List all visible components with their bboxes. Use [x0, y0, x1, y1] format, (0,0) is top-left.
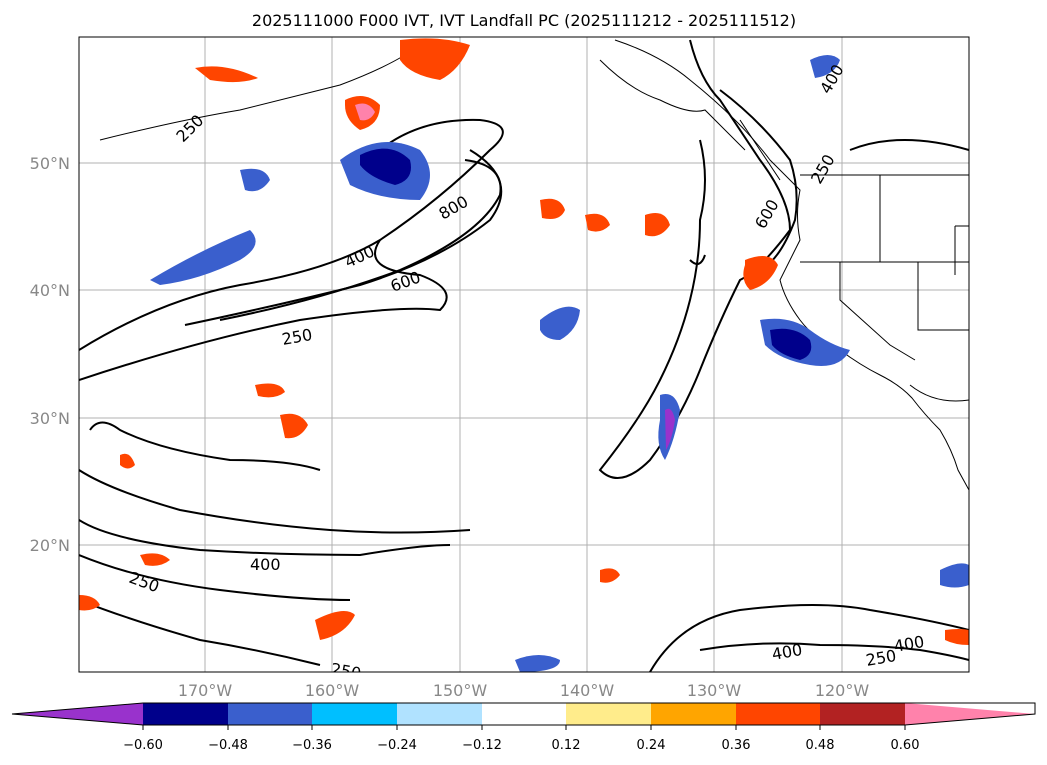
colorbar: −0.60 −0.48 −0.36 −0.24 −0.12 0.12 0.24 …: [11, 702, 1036, 753]
contour-label: 400: [55, 115, 86, 134]
colorbar-tick-label: −0.48: [208, 738, 248, 753]
map-panel: 250 400 600 800 250 400 600 250 400 250 …: [55, 36, 970, 683]
colorbar-tick-label: −0.12: [462, 738, 502, 753]
map-frame: [78, 36, 970, 673]
colorbar-tick-label: 0.24: [637, 738, 666, 753]
colorbar-tick-label: −0.60: [123, 738, 163, 753]
colorbar-tick-label: 0.48: [806, 738, 835, 753]
pc-filled-regions: [79, 38, 969, 672]
figure-title: 2025111000 F000 IVT, IVT Landfall PC (20…: [252, 11, 796, 30]
latitude-labels: 50°N 40°N 30°N 20°N: [30, 154, 70, 555]
lon-tick: 150°W: [433, 681, 488, 700]
colorbar-swatch: [566, 703, 651, 725]
colorbar-tick-label: −0.36: [292, 738, 332, 753]
colorbar-tick-label: 0.36: [722, 738, 751, 753]
colorbar-swatch: [651, 703, 736, 725]
contour-label: 400: [250, 555, 281, 574]
lat-tick: 30°N: [30, 409, 70, 428]
colorbar-tick-label: 0.60: [891, 738, 920, 753]
lon-tick: 170°W: [178, 681, 233, 700]
colorbar-extend-high: [905, 703, 1035, 725]
colorbar-swatch: [228, 703, 312, 725]
colorbar-swatch: [820, 703, 905, 725]
contour-label: 250: [329, 659, 362, 683]
colorbar-swatch: [397, 703, 482, 725]
colorbar-tick-label: −0.24: [377, 738, 417, 753]
longitude-labels: 170°W 160°W 150°W 140°W 130°W 120°W: [178, 681, 870, 700]
lat-tick: 50°N: [30, 154, 70, 173]
lat-tick: 20°N: [30, 536, 70, 555]
colorbar-swatch: [312, 703, 397, 725]
colorbar-swatch: [736, 703, 820, 725]
colorbar-tick-label: 0.12: [552, 738, 581, 753]
colorbar-swatch: [482, 703, 566, 725]
lon-tick: 140°W: [560, 681, 615, 700]
lon-tick: 120°W: [815, 681, 870, 700]
lon-tick: 160°W: [305, 681, 360, 700]
lat-tick: 40°N: [30, 281, 70, 300]
colorbar-extend-low: [12, 703, 143, 725]
colorbar-swatch: [143, 703, 228, 725]
lon-tick: 130°W: [687, 681, 742, 700]
